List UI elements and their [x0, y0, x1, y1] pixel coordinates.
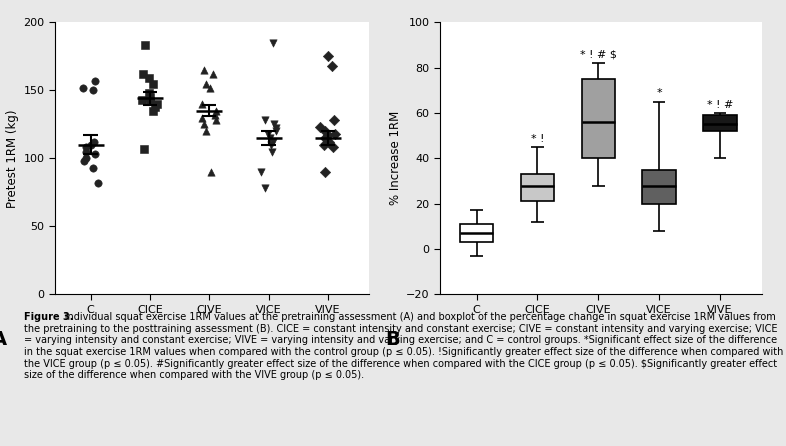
Point	[264, 141, 277, 148]
Point	[197, 66, 210, 74]
Text: B: B	[385, 330, 400, 349]
Point	[79, 155, 92, 162]
Point	[319, 168, 332, 175]
Point	[84, 141, 97, 148]
Point	[138, 145, 150, 153]
Point	[209, 111, 222, 118]
Bar	[582, 79, 615, 158]
Point	[204, 84, 216, 91]
Point	[314, 124, 327, 131]
Point	[149, 103, 162, 110]
Point	[266, 148, 278, 155]
Point	[143, 94, 156, 101]
Point	[89, 77, 101, 84]
Point	[326, 62, 339, 70]
Point	[204, 168, 217, 175]
Point	[80, 144, 93, 151]
Point	[321, 53, 334, 60]
Point	[197, 121, 210, 128]
Point	[264, 134, 277, 141]
Text: * ! # $: * ! # $	[580, 50, 617, 60]
Point	[270, 125, 282, 132]
Point	[266, 138, 279, 145]
Text: * ! #: * ! #	[707, 99, 733, 110]
Point	[136, 70, 149, 78]
Point	[79, 148, 92, 155]
Text: A: A	[0, 330, 7, 349]
Point	[318, 128, 331, 135]
Point	[318, 141, 330, 148]
Point	[266, 39, 279, 46]
Point	[144, 98, 156, 105]
Point	[143, 74, 156, 82]
Point	[77, 84, 90, 91]
Point	[270, 128, 282, 135]
Point	[87, 164, 100, 171]
Point	[255, 168, 268, 175]
Point	[78, 157, 90, 165]
Point	[196, 114, 208, 121]
Point	[326, 144, 339, 151]
Bar	[460, 224, 494, 242]
Point	[88, 151, 101, 158]
Text: Figure 3.: Figure 3.	[24, 312, 73, 322]
Y-axis label: % Increase 1RM: % Increase 1RM	[389, 111, 402, 206]
Bar	[642, 169, 676, 204]
Text: *: *	[656, 88, 662, 98]
Point	[207, 70, 219, 78]
Bar	[703, 115, 736, 131]
Point	[210, 117, 222, 124]
Bar	[521, 174, 554, 202]
Point	[319, 134, 332, 141]
Point	[259, 185, 272, 192]
Point	[196, 100, 208, 107]
Point	[321, 132, 334, 139]
Point	[259, 117, 271, 124]
Point	[150, 100, 163, 107]
Point	[209, 107, 222, 114]
Y-axis label: Pretest 1RM (kg): Pretest 1RM (kg)	[6, 109, 20, 207]
Point	[200, 80, 212, 87]
Point	[88, 138, 101, 145]
Point	[91, 179, 104, 186]
Point	[329, 130, 341, 137]
Text: Individual squat exercise 1RM values at the pretraining assessment (A) and boxpl: Individual squat exercise 1RM values at …	[24, 312, 783, 380]
Text: * !: * !	[531, 134, 544, 144]
Point	[147, 107, 160, 114]
Point	[138, 42, 151, 49]
Point	[147, 80, 160, 87]
Point	[86, 87, 99, 94]
Point	[136, 96, 149, 103]
Point	[200, 128, 212, 135]
Point	[262, 130, 274, 137]
Point	[142, 90, 155, 97]
Point	[322, 138, 335, 145]
Point	[327, 117, 340, 124]
Point	[267, 121, 280, 128]
